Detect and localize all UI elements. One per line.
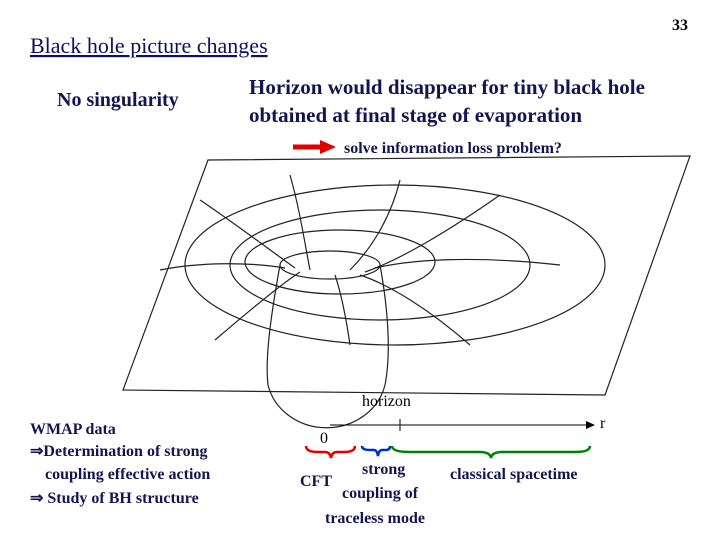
cft-label: CFT [300, 473, 332, 490]
statement-line: obtained at final stage of evaporation [249, 103, 582, 127]
horizon-label: horizon [362, 393, 411, 410]
note-line: coupling effective action [45, 466, 210, 483]
slide-title: Black hole picture changes [30, 33, 268, 58]
strong-brace [360, 445, 392, 457]
note-line: ⇒ Study of BH structure [30, 490, 199, 507]
statement-line: Horizon would disappear for tiny black h… [249, 75, 645, 99]
left-note: No singularity [57, 89, 179, 111]
cft-brace [304, 445, 357, 459]
axis-label: r [600, 415, 606, 432]
classical-brace [390, 445, 592, 459]
strong-label: traceless mode [325, 510, 425, 527]
note-line: ⇒Determination of strong [30, 443, 208, 460]
strong-label: strong [362, 461, 405, 478]
strong-label: coupling of [342, 485, 419, 502]
red-arrow [293, 140, 336, 154]
classical-label: classical spacetime [450, 466, 578, 483]
note-line: WMAP data [30, 421, 116, 438]
page-number: 33 [672, 17, 688, 34]
spacetime-diagram [122, 155, 691, 429]
origin-label: 0 [320, 430, 328, 447]
arrow-text: solve information loss problem? [344, 140, 562, 157]
r-axis [330, 419, 595, 431]
